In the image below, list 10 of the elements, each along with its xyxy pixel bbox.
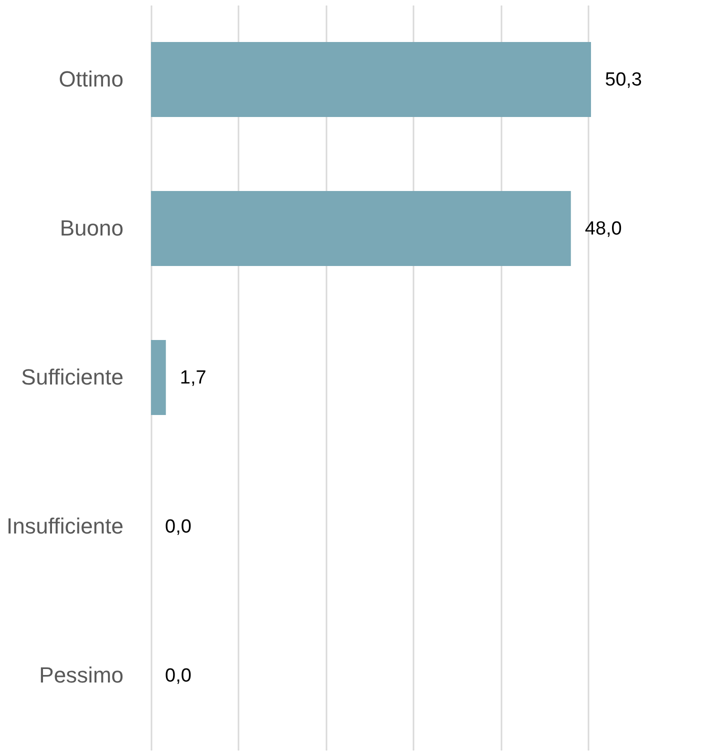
data-label: 50,3 [605, 70, 642, 90]
data-label: 48,0 [584, 218, 622, 240]
data-label: 0,0 [165, 666, 192, 686]
y-tick-label: Pessimo [39, 662, 124, 688]
y-tick-label: Buono [60, 216, 124, 240]
y-tick-label: Ottimo [58, 66, 124, 92]
y-tick-label: Sufficiente [21, 364, 124, 390]
data-label: 0,0 [165, 516, 192, 538]
data-label: 1,7 [180, 368, 206, 388]
y-tick-label: Insufficiente [6, 514, 124, 538]
